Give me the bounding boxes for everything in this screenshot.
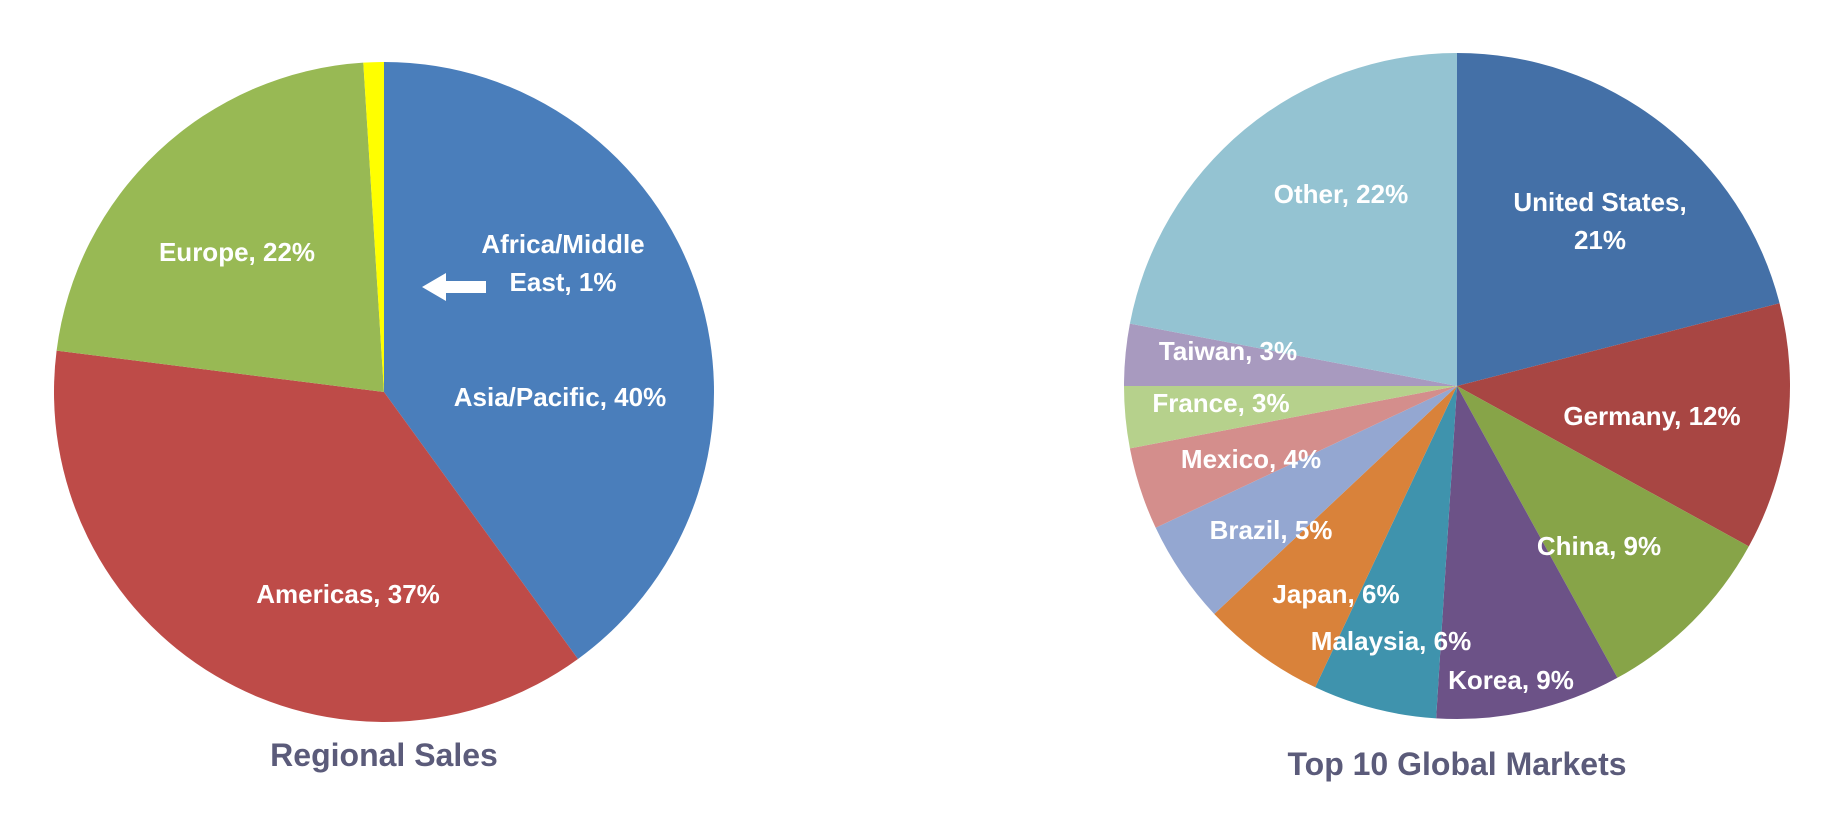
slice-label-malaysia: Malaysia, 6% bbox=[1311, 626, 1471, 656]
pie-slice-france bbox=[1124, 386, 1457, 449]
slice-label-africa-middle-east-line1: Africa/Middle bbox=[481, 229, 644, 259]
slice-label-japan: Japan, 6% bbox=[1272, 579, 1399, 609]
pie-slice-mexico bbox=[1129, 386, 1457, 528]
slice-label-other: Other, 22% bbox=[1274, 179, 1408, 209]
top-10-global-markets-title: Top 10 Global Markets bbox=[1287, 746, 1626, 782]
pie-slice-europe bbox=[56, 62, 384, 393]
regional-sales-slices bbox=[53, 61, 715, 723]
pie-slice-asia-pacific bbox=[384, 61, 715, 659]
regional-sales-chart: Asia/Pacific, 40% Americas, 37% Europe, … bbox=[53, 61, 715, 773]
slice-label-asia-pacific: Asia/Pacific, 40% bbox=[454, 382, 666, 412]
africa-middle-east-pointer-arrow bbox=[422, 273, 486, 301]
pie-slice-china bbox=[1457, 386, 1749, 678]
top-10-global-markets-chart: United States, 21% Germany, 12% China, 9… bbox=[1124, 53, 1790, 782]
slice-label-americas: Americas, 37% bbox=[256, 579, 440, 609]
pie-slice-united-states bbox=[1457, 53, 1780, 386]
slice-label-europe: Europe, 22% bbox=[159, 237, 315, 267]
pie-slice-korea bbox=[1436, 386, 1618, 719]
pie-slice-japan bbox=[1214, 386, 1457, 688]
regional-sales-title: Regional Sales bbox=[270, 737, 498, 773]
top-10-global-markets-slices bbox=[1124, 53, 1790, 719]
slice-label-united-states-line1: United States, bbox=[1513, 187, 1686, 217]
slice-label-brazil: Brazil, 5% bbox=[1210, 515, 1333, 545]
slice-label-taiwan: Taiwan, 3% bbox=[1159, 336, 1297, 366]
pie-slice-other bbox=[1129, 53, 1457, 386]
pie-slice-africa-middle-east bbox=[363, 62, 384, 392]
slice-label-mexico: Mexico, 4% bbox=[1181, 444, 1321, 474]
pie-slice-malaysia bbox=[1315, 386, 1457, 719]
pie-slice-taiwan bbox=[1124, 323, 1457, 386]
slice-label-china: China, 9% bbox=[1537, 531, 1661, 561]
slice-label-africa-middle-east-line2: East, 1% bbox=[510, 267, 617, 297]
pie-slice-brazil bbox=[1155, 386, 1457, 614]
regional-sales-labels: Asia/Pacific, 40% Americas, 37% Europe, … bbox=[159, 229, 666, 609]
pie-slice-germany bbox=[1457, 303, 1790, 547]
slice-label-germany: Germany, 12% bbox=[1563, 401, 1740, 431]
slice-label-korea: Korea, 9% bbox=[1448, 665, 1574, 695]
top-10-global-markets-labels: United States, 21% Germany, 12% China, 9… bbox=[1152, 179, 1740, 695]
pie-slice-americas bbox=[53, 350, 578, 723]
slice-label-united-states-line2: 21% bbox=[1574, 225, 1626, 255]
slice-label-france: France, 3% bbox=[1152, 388, 1289, 418]
